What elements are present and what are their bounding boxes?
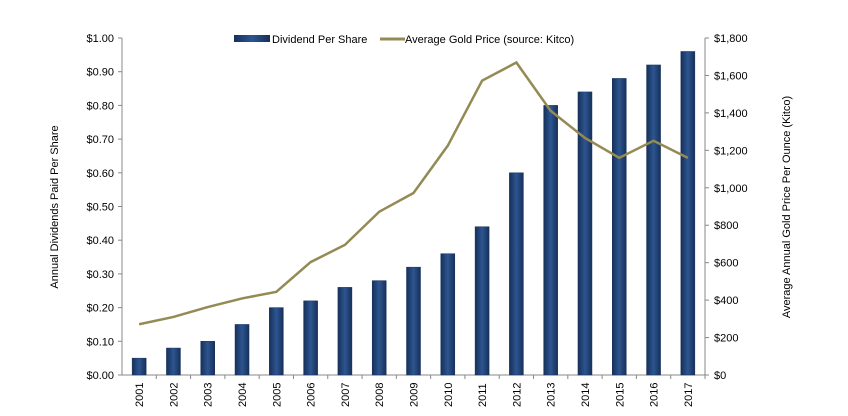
dividend-bar bbox=[680, 51, 696, 376]
y-tick-label: $0.10 bbox=[86, 336, 114, 348]
y2-tick-label: $1,400 bbox=[714, 108, 748, 120]
x-tick-label: 2001 bbox=[134, 383, 146, 407]
y-tick-label: $0.20 bbox=[86, 303, 114, 315]
dividend-bar bbox=[612, 78, 627, 376]
x-tick-label: 2016 bbox=[649, 383, 661, 407]
x-tick-label: 2009 bbox=[409, 383, 421, 407]
legend-swatch-dividend bbox=[234, 35, 270, 42]
gold-price-line bbox=[138, 60, 689, 326]
x-tick-label: 2005 bbox=[271, 383, 283, 407]
x-tick-label: 2008 bbox=[374, 383, 386, 407]
y2-tick-label: $400 bbox=[714, 295, 738, 307]
dividend-bar bbox=[406, 266, 421, 376]
y-tick-label: $0.90 bbox=[86, 67, 114, 79]
dividend-bar bbox=[269, 307, 284, 376]
y-tick-label: $1.00 bbox=[86, 33, 114, 45]
x-tick-label: 2012 bbox=[511, 383, 523, 407]
dividend-bar bbox=[166, 347, 181, 376]
y2-tick-label: $1,000 bbox=[714, 183, 748, 195]
x-tick-label: 2013 bbox=[546, 383, 558, 407]
dividend-bar bbox=[371, 280, 387, 376]
y-axis-label: Annual Dividends Paid Per Share bbox=[49, 125, 61, 288]
x-tick-label: 2015 bbox=[614, 383, 626, 407]
y2-tick-label: $600 bbox=[714, 258, 738, 270]
y-tick-label: $0.50 bbox=[86, 202, 114, 214]
legend-label-gold: Average Gold Price (source: Kitco) bbox=[405, 34, 574, 46]
x-tick-label: 2002 bbox=[168, 383, 180, 407]
y2-tick-label: $800 bbox=[714, 220, 738, 232]
dividend-bar bbox=[234, 324, 250, 376]
dividend-bar bbox=[543, 105, 558, 376]
legend: Dividend Per Share Average Gold Price (s… bbox=[234, 34, 574, 46]
dividend-bar bbox=[509, 172, 524, 376]
dividend-bar bbox=[646, 64, 661, 376]
x-tick-label: 2010 bbox=[443, 383, 455, 407]
dividend-bar bbox=[303, 300, 318, 376]
dividend-bar bbox=[337, 287, 353, 376]
dividend-bar bbox=[440, 253, 456, 376]
x-tick-label: 2003 bbox=[203, 383, 215, 407]
y-tick-label: $0.00 bbox=[86, 370, 114, 382]
x-tick-label: 2004 bbox=[237, 383, 249, 407]
dividend-bar bbox=[474, 226, 490, 376]
y2-tick-label: $1,800 bbox=[714, 33, 748, 45]
x-tick-label: 2007 bbox=[340, 383, 352, 407]
x-tick-label: 2014 bbox=[580, 383, 592, 407]
x-tick-label: 2006 bbox=[306, 383, 318, 407]
dividend-bar bbox=[577, 91, 593, 376]
x-tick-label: 2011 bbox=[477, 383, 489, 407]
dividend-bar bbox=[200, 341, 215, 376]
x-tick-label: 2017 bbox=[683, 383, 695, 407]
y2-axis-label: Average Annual Gold Price Per Ounce (Kit… bbox=[781, 96, 793, 318]
y2-tick-label: $200 bbox=[714, 333, 738, 345]
y-tick-label: $0.70 bbox=[86, 134, 114, 146]
dividend-bar bbox=[131, 357, 147, 376]
y-tick-label: $0.40 bbox=[86, 235, 114, 247]
y2-tick-label: $1,600 bbox=[714, 70, 748, 82]
y2-tick-label: $1,200 bbox=[714, 145, 748, 157]
y-tick-label: $0.30 bbox=[86, 269, 114, 281]
y-tick-label: $0.60 bbox=[86, 168, 114, 180]
legend-label-dividend: Dividend Per Share bbox=[272, 34, 367, 46]
y-tick-label: $0.80 bbox=[86, 100, 114, 112]
y2-tick-label: $0 bbox=[714, 370, 726, 382]
